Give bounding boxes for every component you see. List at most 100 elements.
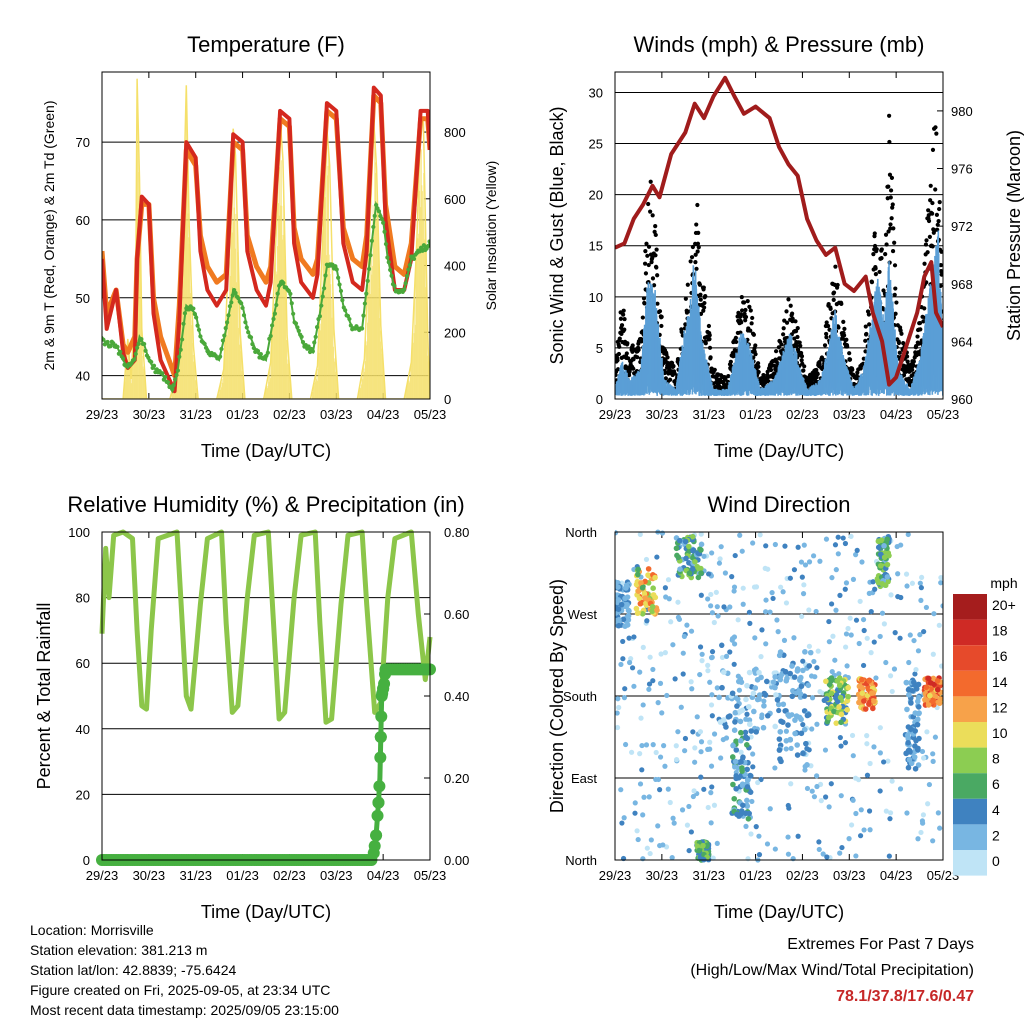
precip-point bbox=[370, 829, 383, 842]
direction-point bbox=[718, 755, 724, 761]
gust-point bbox=[801, 368, 806, 373]
gust-point bbox=[883, 232, 889, 237]
y-tick-label: 5 bbox=[596, 341, 603, 356]
precip-point bbox=[373, 780, 386, 793]
direction-point bbox=[692, 759, 698, 765]
gust-point bbox=[798, 343, 803, 348]
dewpoint-point bbox=[143, 348, 148, 353]
direction-point bbox=[747, 789, 754, 795]
direction-point bbox=[734, 696, 741, 702]
gust-point bbox=[922, 261, 927, 266]
direction-point bbox=[838, 711, 845, 718]
gust-point bbox=[793, 319, 798, 324]
direction-point bbox=[859, 685, 866, 692]
direction-point bbox=[805, 682, 812, 689]
y-tick-label: West bbox=[568, 607, 598, 622]
direction-point bbox=[635, 588, 642, 594]
y-tick-label: East bbox=[571, 771, 597, 786]
gust-point bbox=[918, 327, 923, 332]
direction-point bbox=[746, 810, 752, 817]
dewpoint-point bbox=[427, 239, 430, 244]
direction-point bbox=[787, 670, 793, 677]
direction-point bbox=[853, 617, 860, 623]
dewpoint-point bbox=[227, 304, 233, 309]
gust-point bbox=[784, 320, 790, 325]
gust-point bbox=[616, 351, 622, 357]
direction-point bbox=[711, 731, 718, 737]
dewpoint-point bbox=[333, 264, 338, 269]
x-axis-label: Time (Day/UTC) bbox=[201, 441, 331, 461]
direction-point bbox=[833, 720, 840, 726]
direction-point bbox=[748, 831, 754, 837]
dewpoint-point bbox=[222, 333, 227, 338]
panel-title: Relative Humidity (%) & Precipitation (i… bbox=[67, 492, 464, 517]
direction-point bbox=[670, 815, 676, 821]
direction-point bbox=[833, 607, 839, 613]
direction-point bbox=[637, 600, 644, 607]
direction-point bbox=[848, 822, 855, 828]
direction-point bbox=[791, 567, 798, 573]
direction-point bbox=[887, 673, 894, 679]
direction-point bbox=[682, 735, 689, 742]
direction-point bbox=[743, 742, 750, 748]
dewpoint-point bbox=[338, 288, 344, 294]
gust-point bbox=[617, 344, 622, 349]
gust-point bbox=[712, 367, 717, 372]
direction-point bbox=[707, 739, 713, 745]
direction-point bbox=[824, 854, 830, 860]
direction-point bbox=[652, 574, 658, 581]
direction-point bbox=[650, 592, 657, 598]
direction-point bbox=[761, 698, 767, 704]
direction-point bbox=[734, 703, 740, 709]
direction-point bbox=[620, 656, 626, 662]
direction-point bbox=[708, 702, 715, 708]
gust-point bbox=[911, 359, 916, 364]
direction-point bbox=[637, 750, 643, 757]
direction-point bbox=[937, 825, 943, 831]
gust-point bbox=[894, 300, 899, 305]
direction-point bbox=[832, 542, 839, 548]
direction-point bbox=[640, 702, 646, 708]
direction-point bbox=[907, 632, 913, 638]
gust-point bbox=[642, 261, 648, 266]
direction-point bbox=[785, 834, 791, 840]
direction-point bbox=[699, 651, 705, 657]
direction-point bbox=[938, 663, 943, 669]
direction-point bbox=[681, 633, 687, 639]
direction-point bbox=[794, 742, 800, 748]
y2-tick-label: 200 bbox=[444, 325, 466, 340]
gust-point bbox=[877, 269, 882, 275]
direction-point bbox=[870, 579, 876, 585]
direction-point bbox=[811, 658, 817, 665]
dewpoint-point bbox=[135, 345, 140, 350]
dewpoint-point bbox=[248, 335, 254, 340]
y2-axis-label: Station Pressure (Maroon) bbox=[1004, 130, 1024, 341]
gust-point bbox=[738, 312, 744, 317]
direction-point bbox=[697, 644, 704, 650]
gust-point bbox=[655, 273, 660, 278]
gust-point bbox=[936, 219, 941, 224]
temp-9m-line bbox=[102, 92, 430, 379]
gust-point bbox=[938, 283, 943, 289]
dewpoint-point bbox=[361, 313, 366, 318]
direction-point bbox=[838, 743, 844, 749]
dewpoint-point bbox=[102, 337, 106, 342]
gust-point bbox=[685, 282, 690, 287]
gust-point bbox=[937, 200, 942, 205]
direction-point bbox=[615, 530, 619, 536]
gust-point bbox=[897, 350, 902, 355]
direction-point bbox=[828, 690, 835, 697]
gust-point bbox=[635, 355, 640, 360]
gust-point bbox=[639, 339, 644, 344]
direction-point bbox=[798, 559, 805, 565]
direction-point bbox=[830, 633, 836, 639]
dewpoint-point bbox=[406, 267, 411, 272]
dewpoint-point bbox=[291, 311, 296, 316]
direction-point bbox=[709, 649, 716, 655]
direction-point bbox=[879, 610, 886, 616]
dewpoint-point bbox=[191, 306, 196, 311]
direction-point bbox=[787, 575, 793, 581]
direction-point bbox=[639, 767, 645, 773]
direction-point bbox=[730, 742, 736, 749]
direction-point bbox=[692, 745, 698, 751]
